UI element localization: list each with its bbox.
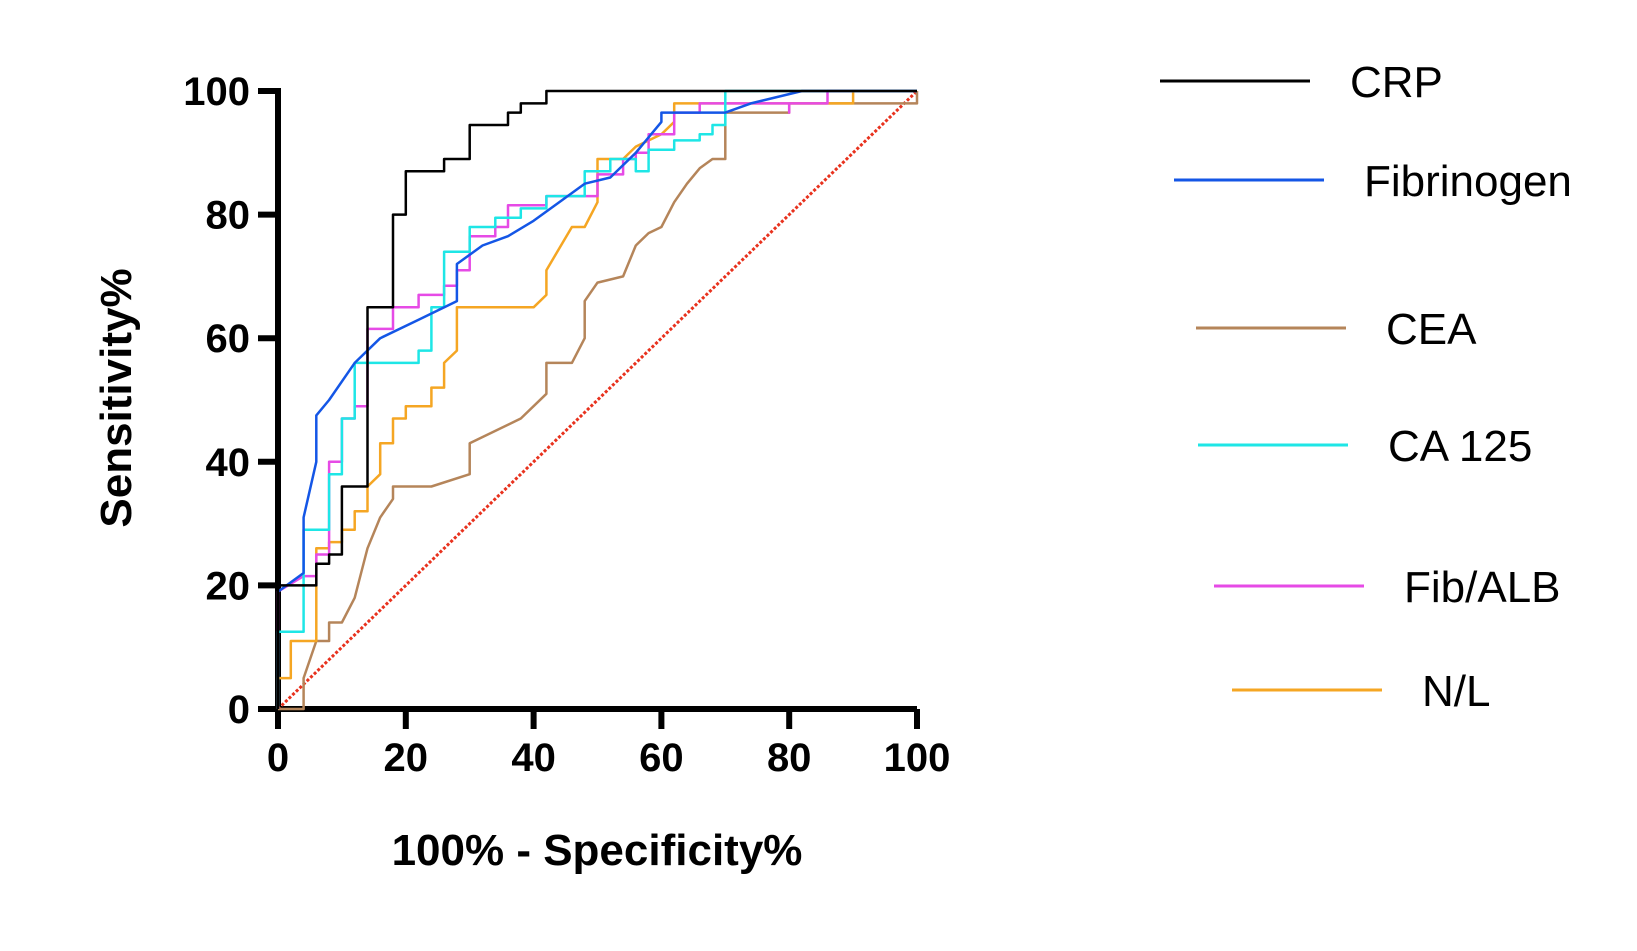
reference-diagonal-line bbox=[276, 89, 919, 711]
series-line-ca-125 bbox=[276, 89, 917, 709]
y-tick-label: 40 bbox=[206, 441, 251, 485]
y-tick-label: 20 bbox=[206, 564, 251, 608]
reference-line-layer bbox=[276, 89, 919, 711]
series-line-crp bbox=[276, 89, 917, 709]
legend: CRP Fibrinogen CEA CA 125 Fib/ALB N/L bbox=[1160, 58, 1572, 716]
series-line-n-l bbox=[276, 89, 917, 709]
x-tick-label: 60 bbox=[639, 736, 684, 780]
legend-label-n-l: N/L bbox=[1422, 667, 1490, 716]
legend-label-fibrinogen: Fibrinogen bbox=[1364, 157, 1572, 206]
x-axis-title: 100% - Specificity% bbox=[392, 826, 803, 875]
x-tick-label: 100 bbox=[884, 736, 951, 780]
y-tick-label: 60 bbox=[206, 317, 251, 361]
legend-label-fib-alb: Fib/ALB bbox=[1404, 563, 1561, 612]
series-line-fibrinogen bbox=[277, 89, 917, 593]
y-tick-label: 80 bbox=[206, 194, 251, 238]
legend-label-cea: CEA bbox=[1386, 305, 1477, 354]
x-tick-label: 40 bbox=[511, 736, 556, 780]
x-tick-label: 0 bbox=[267, 736, 289, 780]
ticks bbox=[258, 88, 920, 729]
series-line-cea bbox=[278, 91, 919, 711]
y-axis-title: Sensitivity% bbox=[92, 268, 141, 527]
legend-label-ca-125: CA 125 bbox=[1388, 422, 1532, 471]
series-layer bbox=[276, 89, 919, 711]
y-tick-label: 100 bbox=[183, 70, 250, 114]
y-tick-label: 0 bbox=[228, 688, 250, 732]
tick-labels: 0 20 40 60 80 100 0 20 40 60 80 100 bbox=[183, 70, 950, 780]
legend-label-crp: CRP bbox=[1350, 58, 1443, 107]
x-tick-label: 20 bbox=[384, 736, 429, 780]
x-tick-label: 80 bbox=[767, 736, 812, 780]
